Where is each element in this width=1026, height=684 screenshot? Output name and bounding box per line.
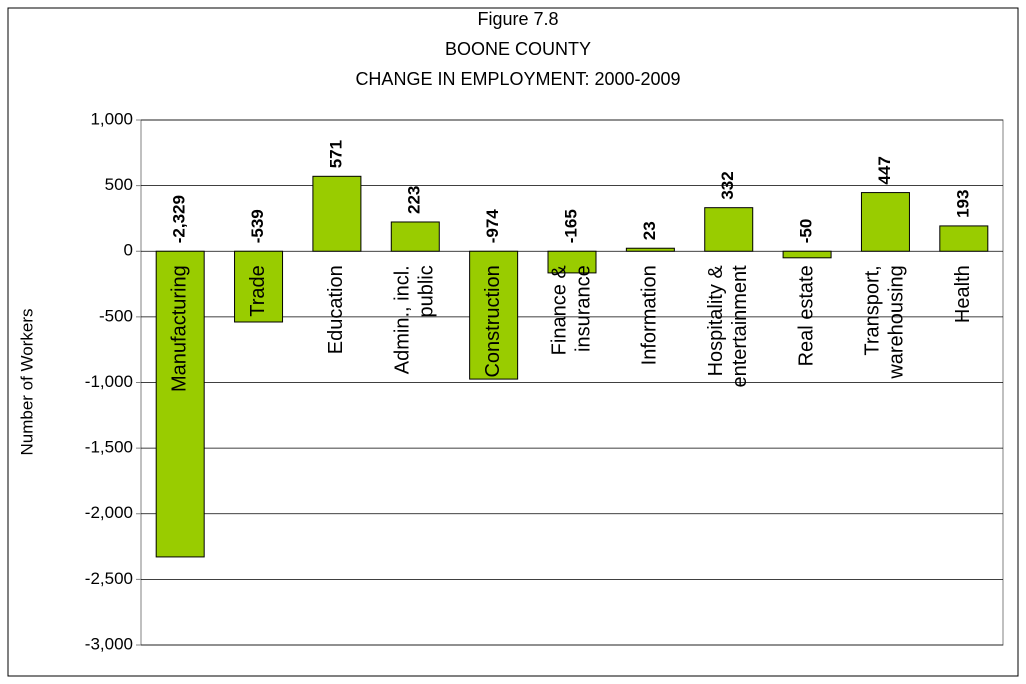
x-tick-label: entertainment: [729, 265, 751, 388]
y-tick-label: 1,000: [90, 109, 133, 128]
x-tick-label: Real estate: [795, 265, 817, 366]
data-label: -974: [483, 209, 502, 244]
x-tick-label: warehousing: [886, 265, 908, 379]
x-tick-label: Construction: [482, 265, 504, 377]
y-tick-label: -1,000: [85, 372, 133, 391]
bar: [547, 250, 597, 274]
x-tick-label: insurance: [572, 265, 594, 352]
y-tick-label: -2,500: [85, 569, 133, 588]
data-label: 193: [953, 190, 972, 218]
data-label: 332: [718, 171, 737, 199]
y-tick-label: -2,000: [85, 503, 133, 522]
x-tick-label: Education: [325, 265, 347, 354]
bar: [782, 250, 832, 259]
bar: [469, 250, 519, 380]
data-label: 223: [405, 186, 424, 214]
y-axis-label: Number of Workers: [17, 308, 36, 455]
x-tick-label: Hospitality &: [705, 265, 727, 377]
data-label: 23: [640, 221, 659, 240]
x-tick-label: Transport,: [862, 265, 884, 355]
data-label: 571: [326, 140, 345, 168]
data-label: -50: [797, 219, 816, 244]
bar: [860, 192, 910, 252]
bar: [390, 221, 440, 252]
chart-title: BOONE COUNTY: [445, 39, 591, 59]
x-tick-label: Manufacturing: [168, 265, 190, 392]
x-tick-label: Admin., incl.: [392, 265, 414, 374]
x-tick-label: Information: [639, 265, 661, 365]
data-label: -165: [561, 209, 580, 243]
bar: [625, 247, 675, 252]
bar: [155, 250, 205, 558]
x-tick-label: Health: [952, 265, 974, 323]
chart-title: Figure 7.8: [477, 9, 558, 29]
y-tick-label: -1,500: [85, 438, 133, 457]
data-label: -539: [248, 209, 267, 243]
y-tick-label: 500: [105, 175, 133, 194]
data-label: -2,329: [170, 195, 189, 243]
chart-title: CHANGE IN EMPLOYMENT: 2000-2009: [355, 69, 680, 89]
bar: [704, 207, 754, 252]
bar: [939, 225, 989, 252]
data-label: 447: [875, 156, 894, 184]
x-tick-label: Trade: [247, 265, 269, 317]
x-tick-label: Finance &: [548, 265, 570, 356]
bar: [234, 250, 284, 323]
y-tick-label: -500: [99, 306, 133, 325]
bar: [312, 175, 362, 252]
y-tick-label: 0: [124, 241, 133, 260]
x-tick-label: public: [416, 265, 438, 317]
y-tick-label: -3,000: [85, 634, 133, 653]
